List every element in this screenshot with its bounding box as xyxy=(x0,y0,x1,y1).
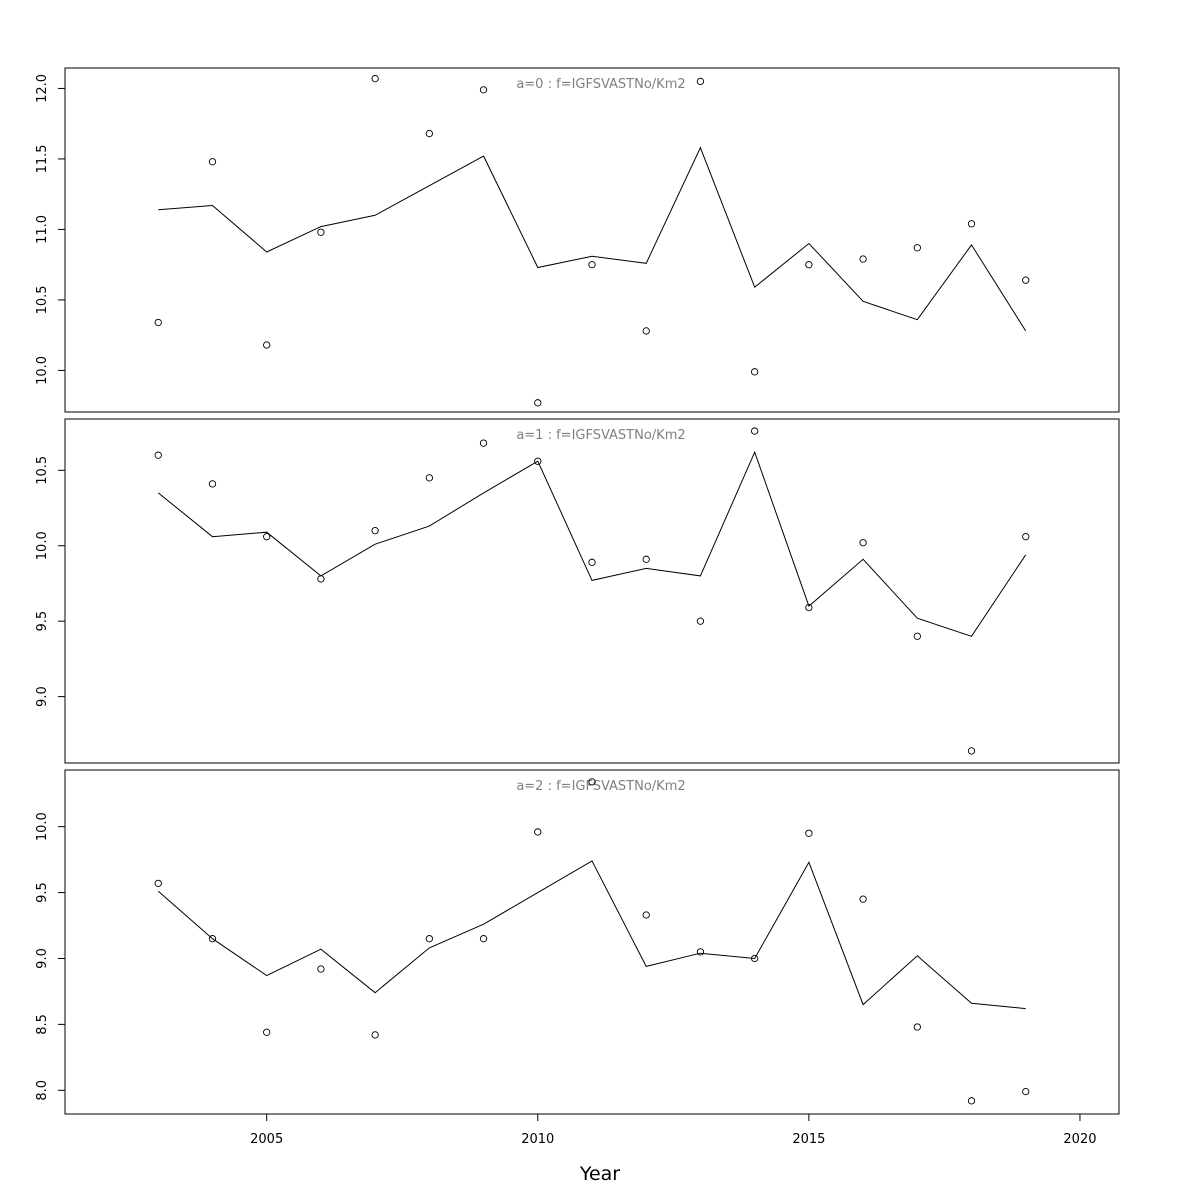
y-tick-label: 11.0 xyxy=(35,215,50,244)
x-tick-label: 2005 xyxy=(250,1132,283,1147)
data-point xyxy=(425,935,433,943)
data-point xyxy=(967,220,976,228)
data-point xyxy=(154,451,162,459)
data-point xyxy=(371,74,379,83)
y-tick-label: 9.0 xyxy=(35,686,50,707)
x-axis: 2005 2010 2015 2020 xyxy=(250,1113,1097,1147)
data-point xyxy=(1022,276,1030,284)
y-tick-label: 10.0 xyxy=(35,356,50,385)
panel-frame xyxy=(64,769,1120,1115)
x-axis-label: Year xyxy=(579,1163,620,1185)
fitted-line xyxy=(157,450,1027,637)
data-point xyxy=(534,828,542,836)
panel-title: a=1 : f=IGFSVASTNo/Km2 xyxy=(516,428,685,443)
data-point xyxy=(642,555,650,563)
data-point xyxy=(751,427,759,435)
data-point xyxy=(588,261,596,269)
y-tick-label: 12.0 xyxy=(35,74,50,103)
y-tick-label: 11.5 xyxy=(35,144,50,173)
data-point xyxy=(479,86,488,94)
data-point xyxy=(696,77,705,86)
fitted-line xyxy=(157,860,1026,1010)
data-point xyxy=(859,895,867,903)
data-point xyxy=(696,948,705,956)
data-point xyxy=(263,1028,271,1036)
data-point xyxy=(263,533,271,541)
data-point xyxy=(751,954,759,963)
data-point xyxy=(642,911,650,919)
y-tick-label: 9.5 xyxy=(35,882,50,903)
data-point xyxy=(805,261,813,269)
panel-frame xyxy=(64,418,1120,764)
panel-1: a=1 : f=IGFSVASTNo/Km2 9.0 9.5 10.0 10.5 xyxy=(35,418,1120,764)
data-point xyxy=(859,539,867,547)
data-point xyxy=(534,399,542,407)
data-point xyxy=(208,480,217,488)
data-point xyxy=(371,526,379,535)
y-tick-label: 8.5 xyxy=(35,1014,50,1035)
data-point xyxy=(534,457,542,465)
x-tick-label: 2020 xyxy=(1063,1132,1096,1147)
data-point xyxy=(479,935,488,943)
y-tick-label: 8.0 xyxy=(35,1080,50,1101)
data-point xyxy=(263,341,271,349)
x-tick-label: 2015 xyxy=(792,1132,825,1147)
data-point xyxy=(317,965,325,973)
data-point xyxy=(805,603,813,612)
fitted-line xyxy=(158,146,1027,332)
data-point xyxy=(371,1031,379,1039)
y-tick-label: 9.5 xyxy=(35,611,50,632)
panel-0: a=0 : f=IGFSVASTNo/Km2 10.0 10.5 11.0 11.5 12… xyxy=(35,67,1120,413)
data-point xyxy=(642,327,650,335)
data-point xyxy=(967,1097,976,1105)
data-point xyxy=(588,778,596,786)
data-point xyxy=(208,935,217,943)
data-point xyxy=(805,829,813,837)
data-point xyxy=(425,129,433,138)
data-point xyxy=(154,879,162,887)
panel-frame xyxy=(64,67,1120,413)
y-tick-label: 10.0 xyxy=(35,531,50,560)
data-point xyxy=(751,368,759,376)
data-point xyxy=(425,474,433,482)
panels: a=0 : f=IGFSVASTNo/Km2 10.0 10.5 11.0 11.5 12… xyxy=(35,67,1120,1115)
data-point xyxy=(154,318,162,327)
data-point xyxy=(913,1023,921,1031)
data-point xyxy=(588,558,596,566)
data-point xyxy=(967,747,976,755)
data-point xyxy=(1022,1087,1030,1096)
panel-title: a=2 : f=IGFSVASTNo/Km2 xyxy=(516,779,685,794)
panel-title: a=0 : f=IGFSVASTNo/Km2 xyxy=(516,77,685,92)
data-point xyxy=(913,244,921,252)
y-tick-label: 10.5 xyxy=(35,285,50,314)
y-tick-label: 10.0 xyxy=(35,812,50,841)
panel-2: a=2 : f=IGFSVASTNo/Km2 8.0 8.5 9.0 9.5 10.0 xyxy=(35,769,1120,1115)
data-point xyxy=(317,575,325,583)
data-point xyxy=(208,158,217,166)
data-point xyxy=(696,617,705,625)
data-point xyxy=(1022,533,1030,541)
y-tick-label: 9.0 xyxy=(35,948,50,969)
data-point xyxy=(859,255,867,263)
data-point xyxy=(317,228,325,236)
data-point xyxy=(913,632,921,640)
x-tick-label: 2010 xyxy=(521,1132,554,1147)
data-point xyxy=(479,439,488,447)
y-tick-label: 10.5 xyxy=(35,456,50,485)
